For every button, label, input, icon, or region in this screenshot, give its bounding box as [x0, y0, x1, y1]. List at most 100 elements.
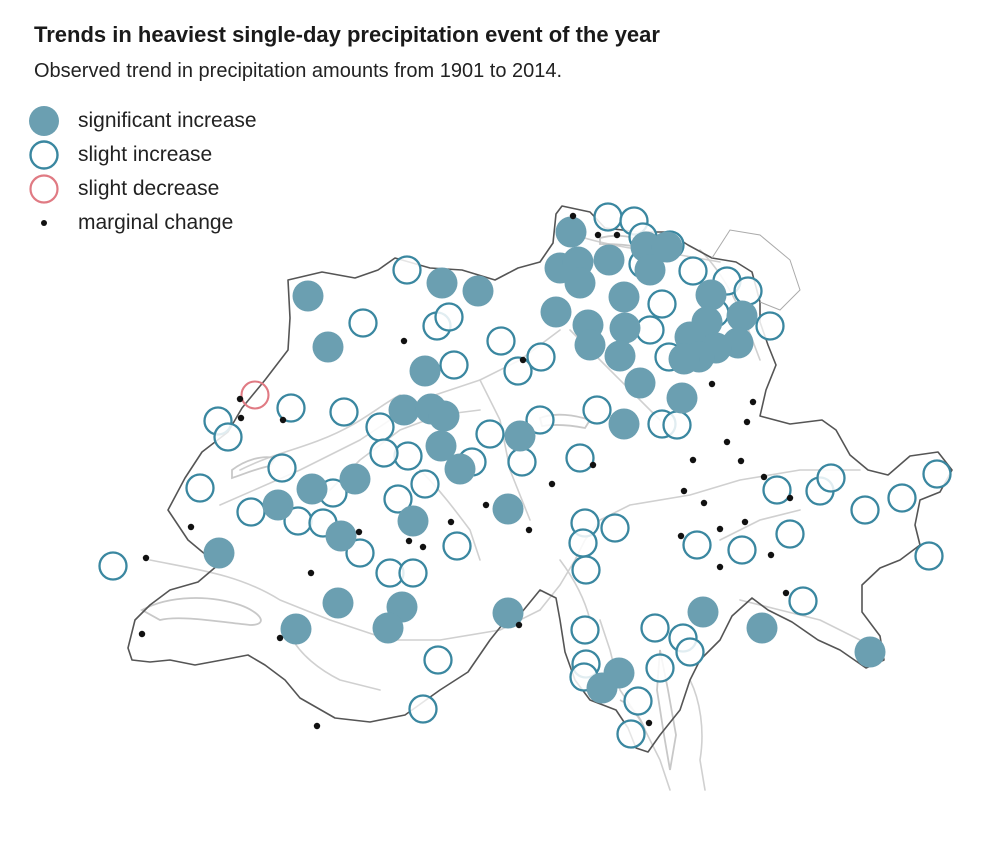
legend-label: significant increase	[78, 109, 257, 132]
map-title: Trends in heaviest single-day precipitat…	[34, 22, 660, 47]
station-marginal-change	[613, 231, 621, 239]
station-marginal-change	[645, 719, 653, 727]
station-significant-increase	[854, 636, 886, 668]
station-marginal-change	[786, 494, 794, 502]
station-marginal-change	[569, 212, 577, 220]
station-slight-increase	[329, 397, 359, 427]
filled-circle-icon	[29, 106, 59, 136]
station-slight-increase	[682, 530, 712, 560]
station-slight-increase	[775, 519, 805, 549]
station-marginal-change	[519, 356, 527, 364]
station-slight-increase	[267, 453, 297, 483]
station-slight-increase	[213, 422, 243, 452]
station-marginal-change	[716, 563, 724, 571]
station-marginal-change	[400, 337, 408, 345]
station-slight-increase	[733, 276, 763, 306]
station-slight-increase	[475, 419, 505, 449]
station-slight-increase	[486, 326, 516, 356]
station-significant-increase	[586, 672, 618, 704]
station-slight-increase	[410, 469, 440, 499]
station-slight-increase	[348, 308, 378, 338]
legend: significant increase slight increase sli…	[28, 104, 257, 240]
station-slight-increase	[593, 202, 623, 232]
station-marginal-change	[313, 722, 321, 730]
station-slight-increase	[439, 350, 469, 380]
station-slight-increase	[565, 443, 595, 473]
legend-item-slight-decrease: slight decrease	[28, 172, 257, 206]
station-slight-increase	[850, 495, 880, 525]
station-slight-increase	[392, 255, 422, 285]
station-slight-increase	[434, 302, 464, 332]
station-slight-increase	[185, 473, 215, 503]
station-marginal-change	[737, 457, 745, 465]
station-slight-increase	[365, 412, 395, 442]
station-marginal-change	[525, 526, 533, 534]
station-slight-increase	[507, 447, 537, 477]
station-marginal-change	[716, 525, 724, 533]
station-marginal-change	[419, 543, 427, 551]
station-significant-increase	[426, 267, 458, 299]
station-slight-increase	[442, 531, 472, 561]
station-slight-increase	[600, 513, 630, 543]
station-significant-increase	[339, 463, 371, 495]
station-significant-increase	[687, 596, 719, 628]
station-significant-increase	[425, 430, 457, 462]
station-significant-increase	[651, 231, 683, 263]
station-significant-increase	[444, 453, 476, 485]
station-slight-increase	[887, 483, 917, 513]
station-slight-increase	[236, 497, 266, 527]
station-significant-increase	[624, 367, 656, 399]
station-marginal-change	[700, 499, 708, 507]
station-significant-increase	[292, 280, 324, 312]
station-significant-increase	[695, 279, 727, 311]
station-slight-increase	[645, 653, 675, 683]
station-marginal-change	[447, 518, 455, 526]
station-significant-increase	[203, 537, 235, 569]
station-significant-increase	[322, 587, 354, 619]
station-marginal-change	[589, 461, 597, 469]
station-slight-increase	[675, 637, 705, 667]
station-marginal-change	[741, 518, 749, 526]
station-marginal-change	[279, 416, 287, 424]
station-slight-increase	[398, 558, 428, 588]
station-marginal-change	[594, 231, 602, 239]
station-significant-increase	[634, 254, 666, 286]
canton-borders	[711, 229, 801, 311]
station-marginal-change	[276, 634, 284, 642]
station-significant-increase	[262, 489, 294, 521]
station-marginal-change	[237, 414, 245, 422]
station-significant-increase	[312, 331, 344, 363]
station-slight-increase	[727, 535, 757, 565]
legend-item-marginal-change: marginal change	[28, 206, 257, 240]
station-marginal-change	[138, 630, 146, 638]
station-slight-increase	[755, 311, 785, 341]
station-slight-increase	[571, 555, 601, 585]
station-marginal-change	[782, 589, 790, 597]
dot-icon	[41, 220, 47, 226]
station-marginal-change	[142, 554, 150, 562]
station-slight-increase	[662, 410, 692, 440]
station-slight-increase	[369, 438, 399, 468]
station-significant-increase	[608, 408, 640, 440]
station-significant-increase	[280, 613, 312, 645]
station-significant-increase	[388, 394, 420, 426]
station-significant-increase	[574, 329, 606, 361]
station-marginal-change	[680, 487, 688, 495]
legend-item-significant-increase: significant increase	[28, 104, 257, 138]
station-slight-increase	[922, 459, 952, 489]
station-marginal-change	[767, 551, 775, 559]
station-significant-increase	[504, 420, 536, 452]
station-slight-increase	[762, 475, 792, 505]
map-subtitle: Observed trend in precipitation amounts …	[34, 60, 563, 82]
station-slight-increase	[423, 645, 453, 675]
station-slight-increase	[640, 613, 670, 643]
station-significant-increase	[462, 275, 494, 307]
station-marginal-change	[355, 528, 363, 536]
station-slight-increase	[788, 586, 818, 616]
station-significant-increase	[604, 340, 636, 372]
station-slight-increase	[647, 289, 677, 319]
station-significant-increase	[428, 400, 460, 432]
station-slight-increase	[568, 528, 598, 558]
station-slight-increase	[503, 356, 533, 386]
